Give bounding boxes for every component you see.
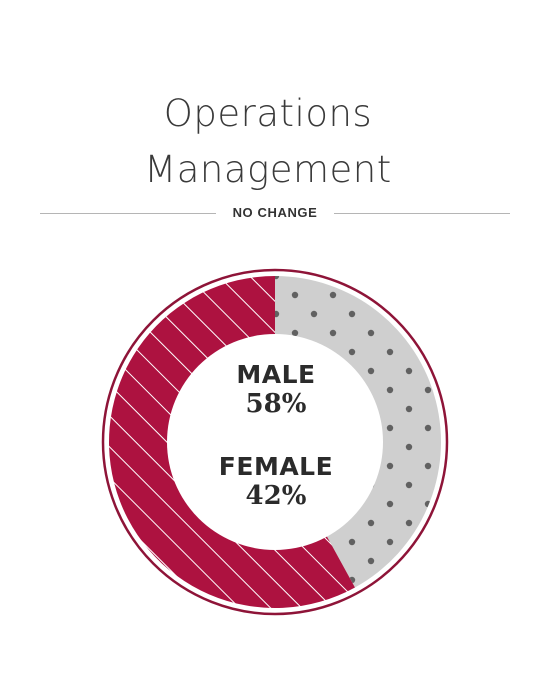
chart-title: Operations Management — [0, 86, 536, 198]
donut-hole — [167, 334, 383, 550]
divider-left — [40, 213, 216, 214]
subtitle-row: NO CHANGE — [40, 202, 510, 226]
female-label-group: FEMALE 42% — [176, 452, 376, 511]
title-line-2: Management — [144, 148, 392, 191]
male-label-group: MALE 58% — [176, 360, 376, 419]
outer-ring — [101, 268, 449, 616]
male-category-label: MALE — [236, 360, 316, 389]
chart-subtitle: NO CHANGE — [232, 205, 318, 220]
male-percent-label: 58% — [245, 389, 307, 419]
female-percent-label: 42% — [245, 481, 307, 511]
divider-right — [334, 213, 510, 214]
female-category-label: FEMALE — [218, 452, 334, 481]
title-line-1: Operations — [163, 92, 373, 135]
